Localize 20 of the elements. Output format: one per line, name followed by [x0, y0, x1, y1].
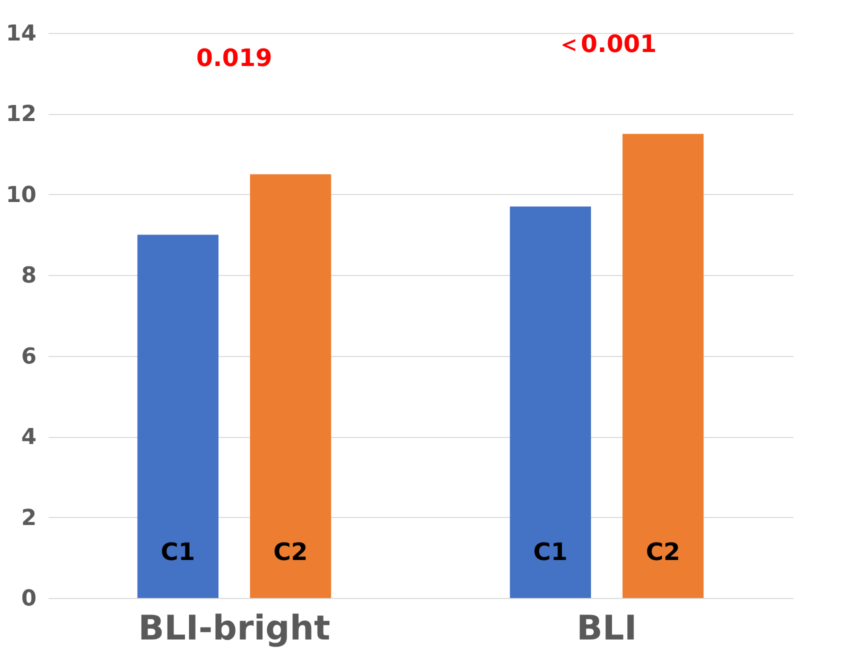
bar	[250, 174, 332, 598]
annotation: 0.019	[196, 44, 272, 72]
bar	[137, 234, 218, 598]
y-tick-label: 8	[21, 264, 36, 289]
y-tick-label: 4	[21, 425, 36, 450]
text: C2	[646, 538, 680, 566]
x-tick-label: BLI-bright	[138, 608, 330, 648]
y-tick-label: 10	[6, 182, 36, 208]
y-tick-label: 6	[21, 344, 36, 370]
y-tick-label: 2	[21, 506, 36, 531]
y-tick-label: 14	[6, 22, 36, 46]
y-tick-label: 12	[6, 102, 36, 128]
x-tick-label: BLI	[576, 608, 637, 648]
series-label: C1	[160, 538, 196, 566]
bar	[622, 134, 704, 598]
y-tick-label: 0	[21, 586, 36, 612]
series-label: C2	[273, 538, 308, 566]
text: C1	[533, 538, 568, 566]
bar	[510, 206, 591, 598]
annotation: ＜0.001	[556, 30, 657, 58]
